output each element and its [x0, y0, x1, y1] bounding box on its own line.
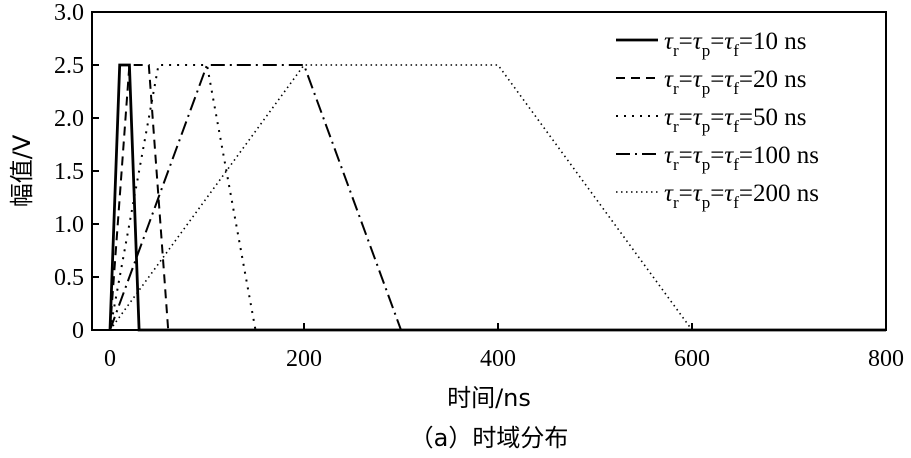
legend-text-part: = — [739, 180, 753, 207]
x-tick-label: 600 — [674, 346, 710, 372]
legend-text-part: = — [679, 104, 693, 131]
legend-text-part: = — [679, 142, 693, 169]
series-line-1 — [108, 63, 886, 332]
series-layer — [108, 63, 886, 332]
legend-text-part: τ — [724, 66, 734, 93]
legend-subscript: f — [733, 193, 739, 212]
y-tick-label: 1.0 — [54, 212, 84, 238]
legend-subscript: r — [673, 79, 679, 98]
legend-subscript: r — [673, 155, 679, 174]
legend-subscript: f — [733, 117, 739, 136]
y-tick-label: 0 — [72, 318, 84, 344]
x-tick-label: 200 — [286, 346, 322, 372]
legend-text-part: τ — [724, 142, 734, 169]
legend-text-part: = — [739, 142, 753, 169]
legend-label-3: τr=τp=τf=50 ns — [664, 104, 807, 136]
legend-text-part: = — [710, 28, 724, 55]
legend-text-part: = — [739, 28, 753, 55]
legend-text-part: τ — [724, 180, 734, 207]
legend-subscript: p — [702, 155, 711, 174]
legend-subscript: p — [702, 41, 711, 60]
legend-text-part: = — [710, 66, 724, 93]
legend-subscript: r — [673, 117, 679, 136]
legend-subscript: f — [733, 41, 739, 60]
legend-text-part: = — [710, 104, 724, 131]
y-tick-label: 2.0 — [54, 106, 84, 132]
legend-text-part: τ — [664, 180, 674, 207]
legend-text-part: = — [739, 66, 753, 93]
y-tick-label: 2.5 — [54, 53, 84, 79]
legend-label-2: τr=τp=τf=20 ns — [664, 66, 807, 98]
legend-text-part: 200 ns — [753, 180, 819, 207]
x-tick-label: 800 — [868, 346, 904, 372]
legend-text-part: τ — [693, 28, 703, 55]
legend-text-part: τ — [693, 142, 703, 169]
legend-label-1: τr=τp=τf=10 ns — [664, 28, 807, 60]
legend-subscript: p — [702, 79, 711, 98]
x-tick-label: 400 — [480, 346, 516, 372]
y-tick-label: 1.5 — [54, 159, 84, 185]
legend-text-part: τ — [693, 180, 703, 207]
legend-subscript: r — [673, 193, 679, 212]
legend-text-part: τ — [693, 104, 703, 131]
legend-text-part: τ — [693, 66, 703, 93]
y-tick-label: 3.0 — [54, 0, 84, 26]
x-tick-label: 0 — [104, 346, 116, 372]
legend-text-part: τ — [664, 104, 674, 131]
legend-text-part: 20 ns — [753, 66, 806, 93]
legend-text-part: = — [679, 180, 693, 207]
series-line-4 — [109, 64, 402, 331]
ticks-layer: 0 200 400 600 800 0 0.5 1.0 1.5 2.0 2.5 3.0 — [54, 0, 904, 372]
legend-text-part: τ — [724, 104, 734, 131]
legend-text-part: τ — [664, 142, 674, 169]
legend-subscript: p — [702, 193, 711, 212]
series-line-2 — [109, 64, 170, 331]
legend-text-part: 10 ns — [753, 28, 806, 55]
legend-subscript: f — [733, 79, 739, 98]
legend-subscript: f — [733, 155, 739, 174]
y-tick-label: 0.5 — [54, 265, 84, 291]
legend-subscript: r — [673, 41, 679, 60]
legend-text-part: τ — [724, 28, 734, 55]
legend-text-part: = — [679, 66, 693, 93]
plot-frame — [91, 11, 887, 331]
legend-text-part: = — [739, 104, 753, 131]
y-axis-title: 幅值/V — [8, 134, 36, 207]
legend-text-part: = — [710, 142, 724, 169]
x-axis-title: 时间/ns — [447, 384, 531, 412]
legend-text-part: 50 ns — [753, 104, 806, 131]
legend-text-part: τ — [664, 28, 674, 55]
legend-text-part: 100 ns — [753, 142, 819, 169]
legend-label-5: τr=τp=τf=200 ns — [664, 180, 819, 212]
figure-caption: （a）时域分布 — [410, 424, 569, 452]
legend-text-part: = — [710, 180, 724, 207]
legend-text-part: = — [679, 28, 693, 55]
series-line-5 — [109, 64, 693, 331]
legend-subscript: p — [702, 117, 711, 136]
legend-text-part: τ — [664, 66, 674, 93]
legend-label-4: τr=τp=τf=100 ns — [664, 142, 819, 174]
